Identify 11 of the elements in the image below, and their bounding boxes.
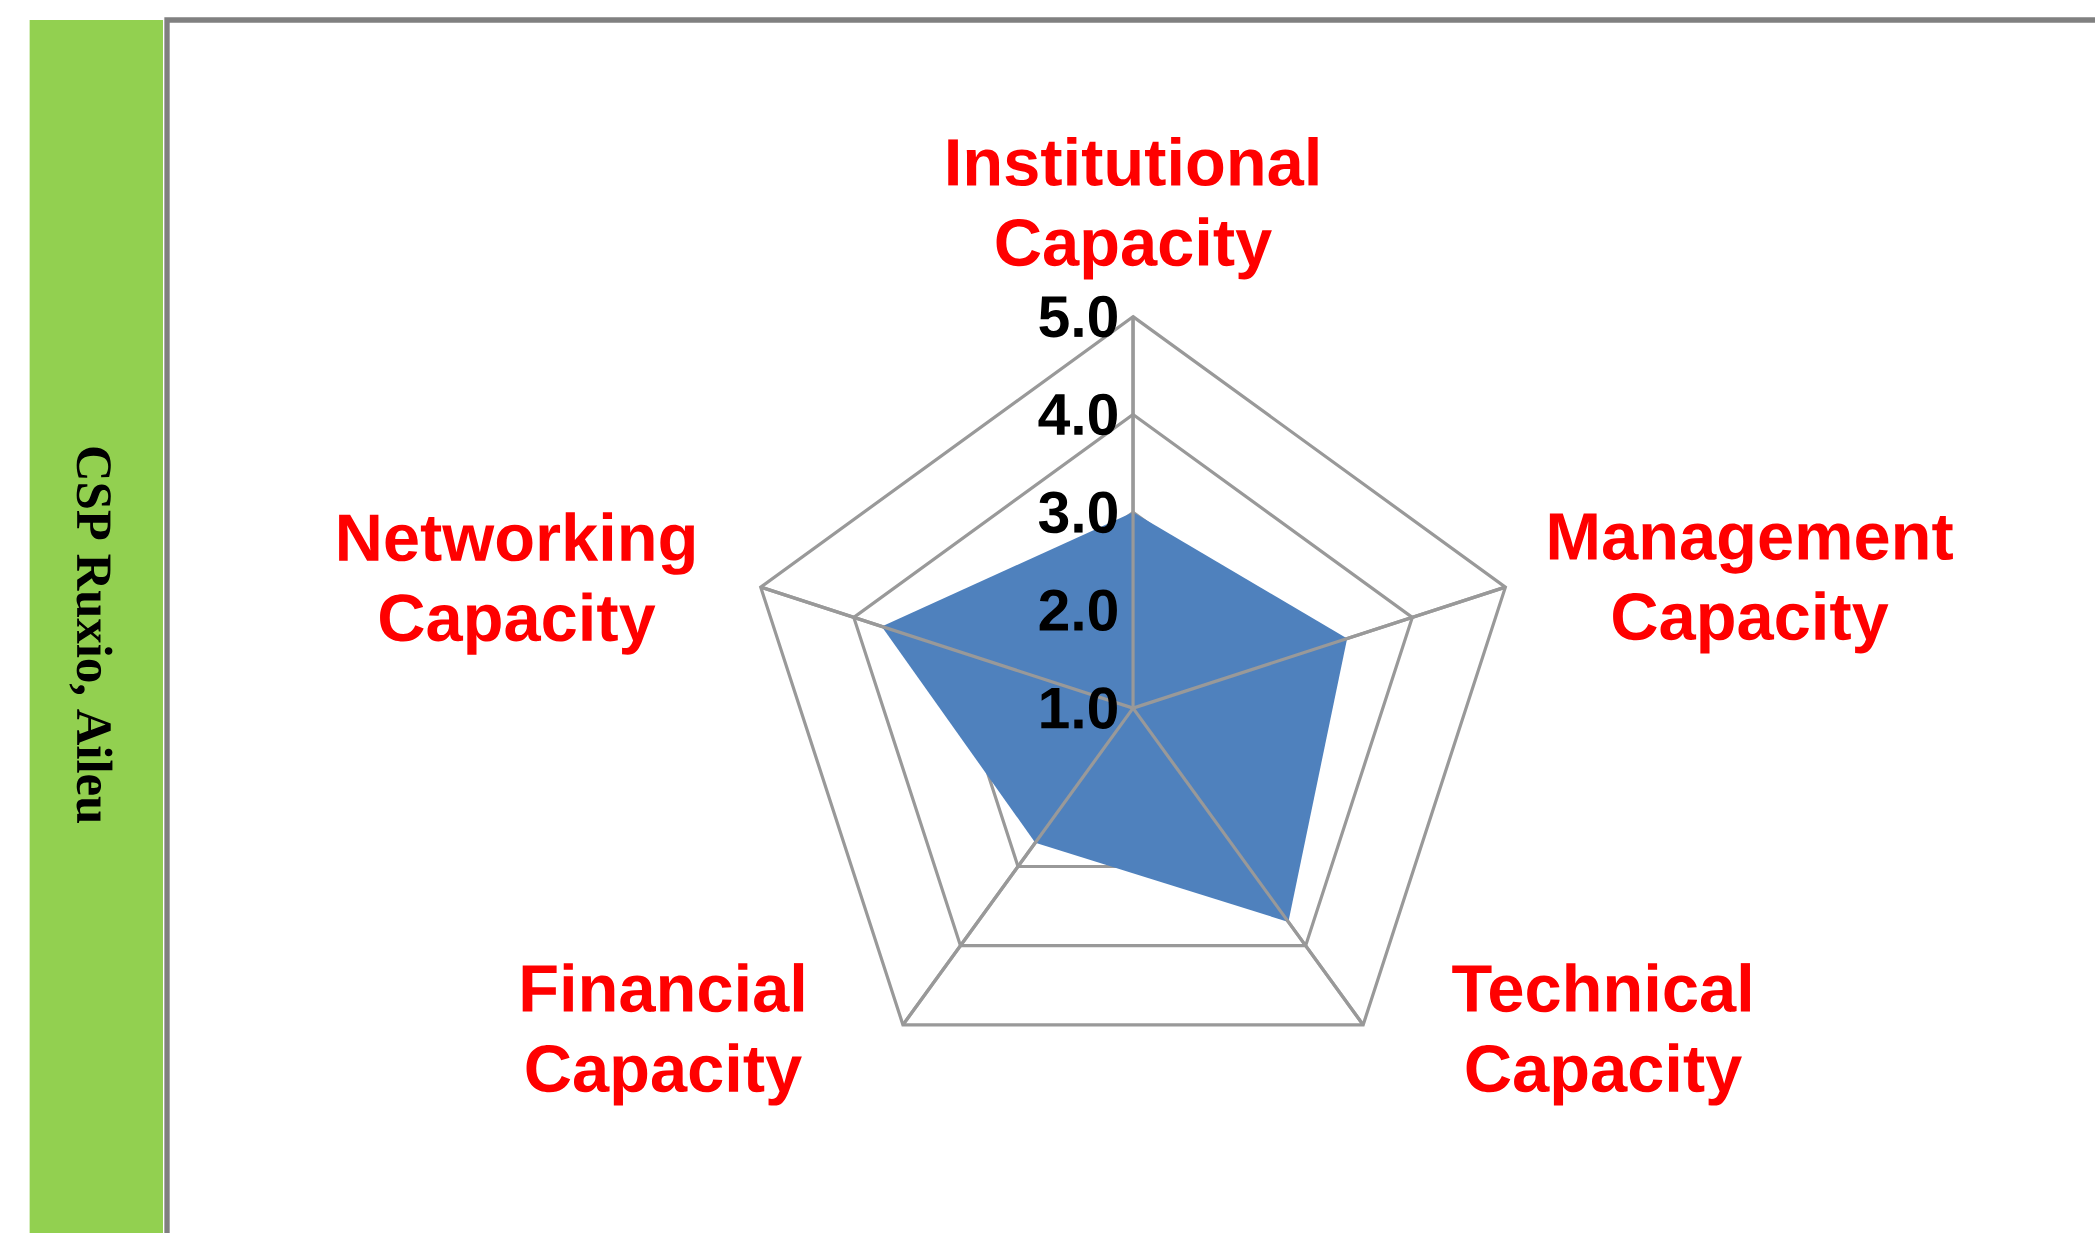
spoke-label: Networking Capacity: [339, 512, 694, 655]
y-tick-label: 2.0: [1039, 589, 1117, 631]
spoke-label: Financial Capacity: [522, 963, 804, 1106]
spoke-label: Management Capacity: [1549, 513, 1953, 654]
text: CSP Ruxio, Aileu: [69, 447, 113, 823]
y-tick-label: 5.0: [1039, 295, 1117, 338]
y-tick-label: 3.0: [1038, 491, 1117, 534]
y-tick-label: 1.0: [1041, 687, 1117, 729]
spoke-label: Technical Capacity: [1452, 963, 1750, 1106]
y-tick-label: 4.0: [1038, 393, 1117, 436]
spoke-label: Institutional Capacity: [948, 136, 1318, 280]
